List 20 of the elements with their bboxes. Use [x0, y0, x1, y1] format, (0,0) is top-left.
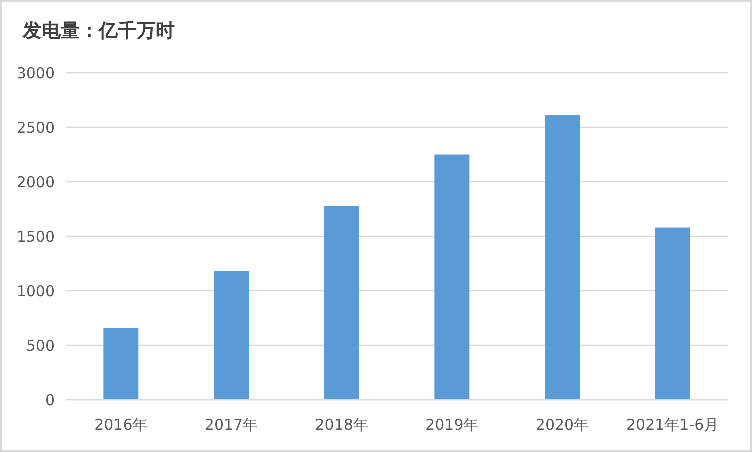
y-tick-label: 1500 [16, 228, 55, 246]
x-tick-label: 2020年 [536, 416, 590, 434]
x-tick-label: 2017年 [204, 416, 258, 434]
y-tick-label: 1000 [16, 282, 55, 300]
bar [214, 271, 249, 400]
bar [324, 206, 360, 400]
bar [655, 228, 690, 400]
x-tick-label: 2016年 [94, 416, 148, 434]
y-tick-label: 0 [45, 392, 55, 410]
x-tick-label: 2021年1-6月 [626, 416, 720, 434]
bar [104, 328, 139, 400]
y-tick-label: 500 [26, 337, 55, 355]
bar [434, 154, 470, 400]
y-tick-label: 2500 [16, 119, 55, 137]
x-tick-label: 2019年 [426, 416, 479, 434]
bar [545, 116, 580, 400]
x-tick-label: 2018年 [315, 416, 368, 434]
y-tick-label: 3000 [16, 64, 55, 82]
chart-title: 发电量：亿千万时 [22, 20, 175, 42]
y-tick-label: 2000 [16, 174, 55, 192]
